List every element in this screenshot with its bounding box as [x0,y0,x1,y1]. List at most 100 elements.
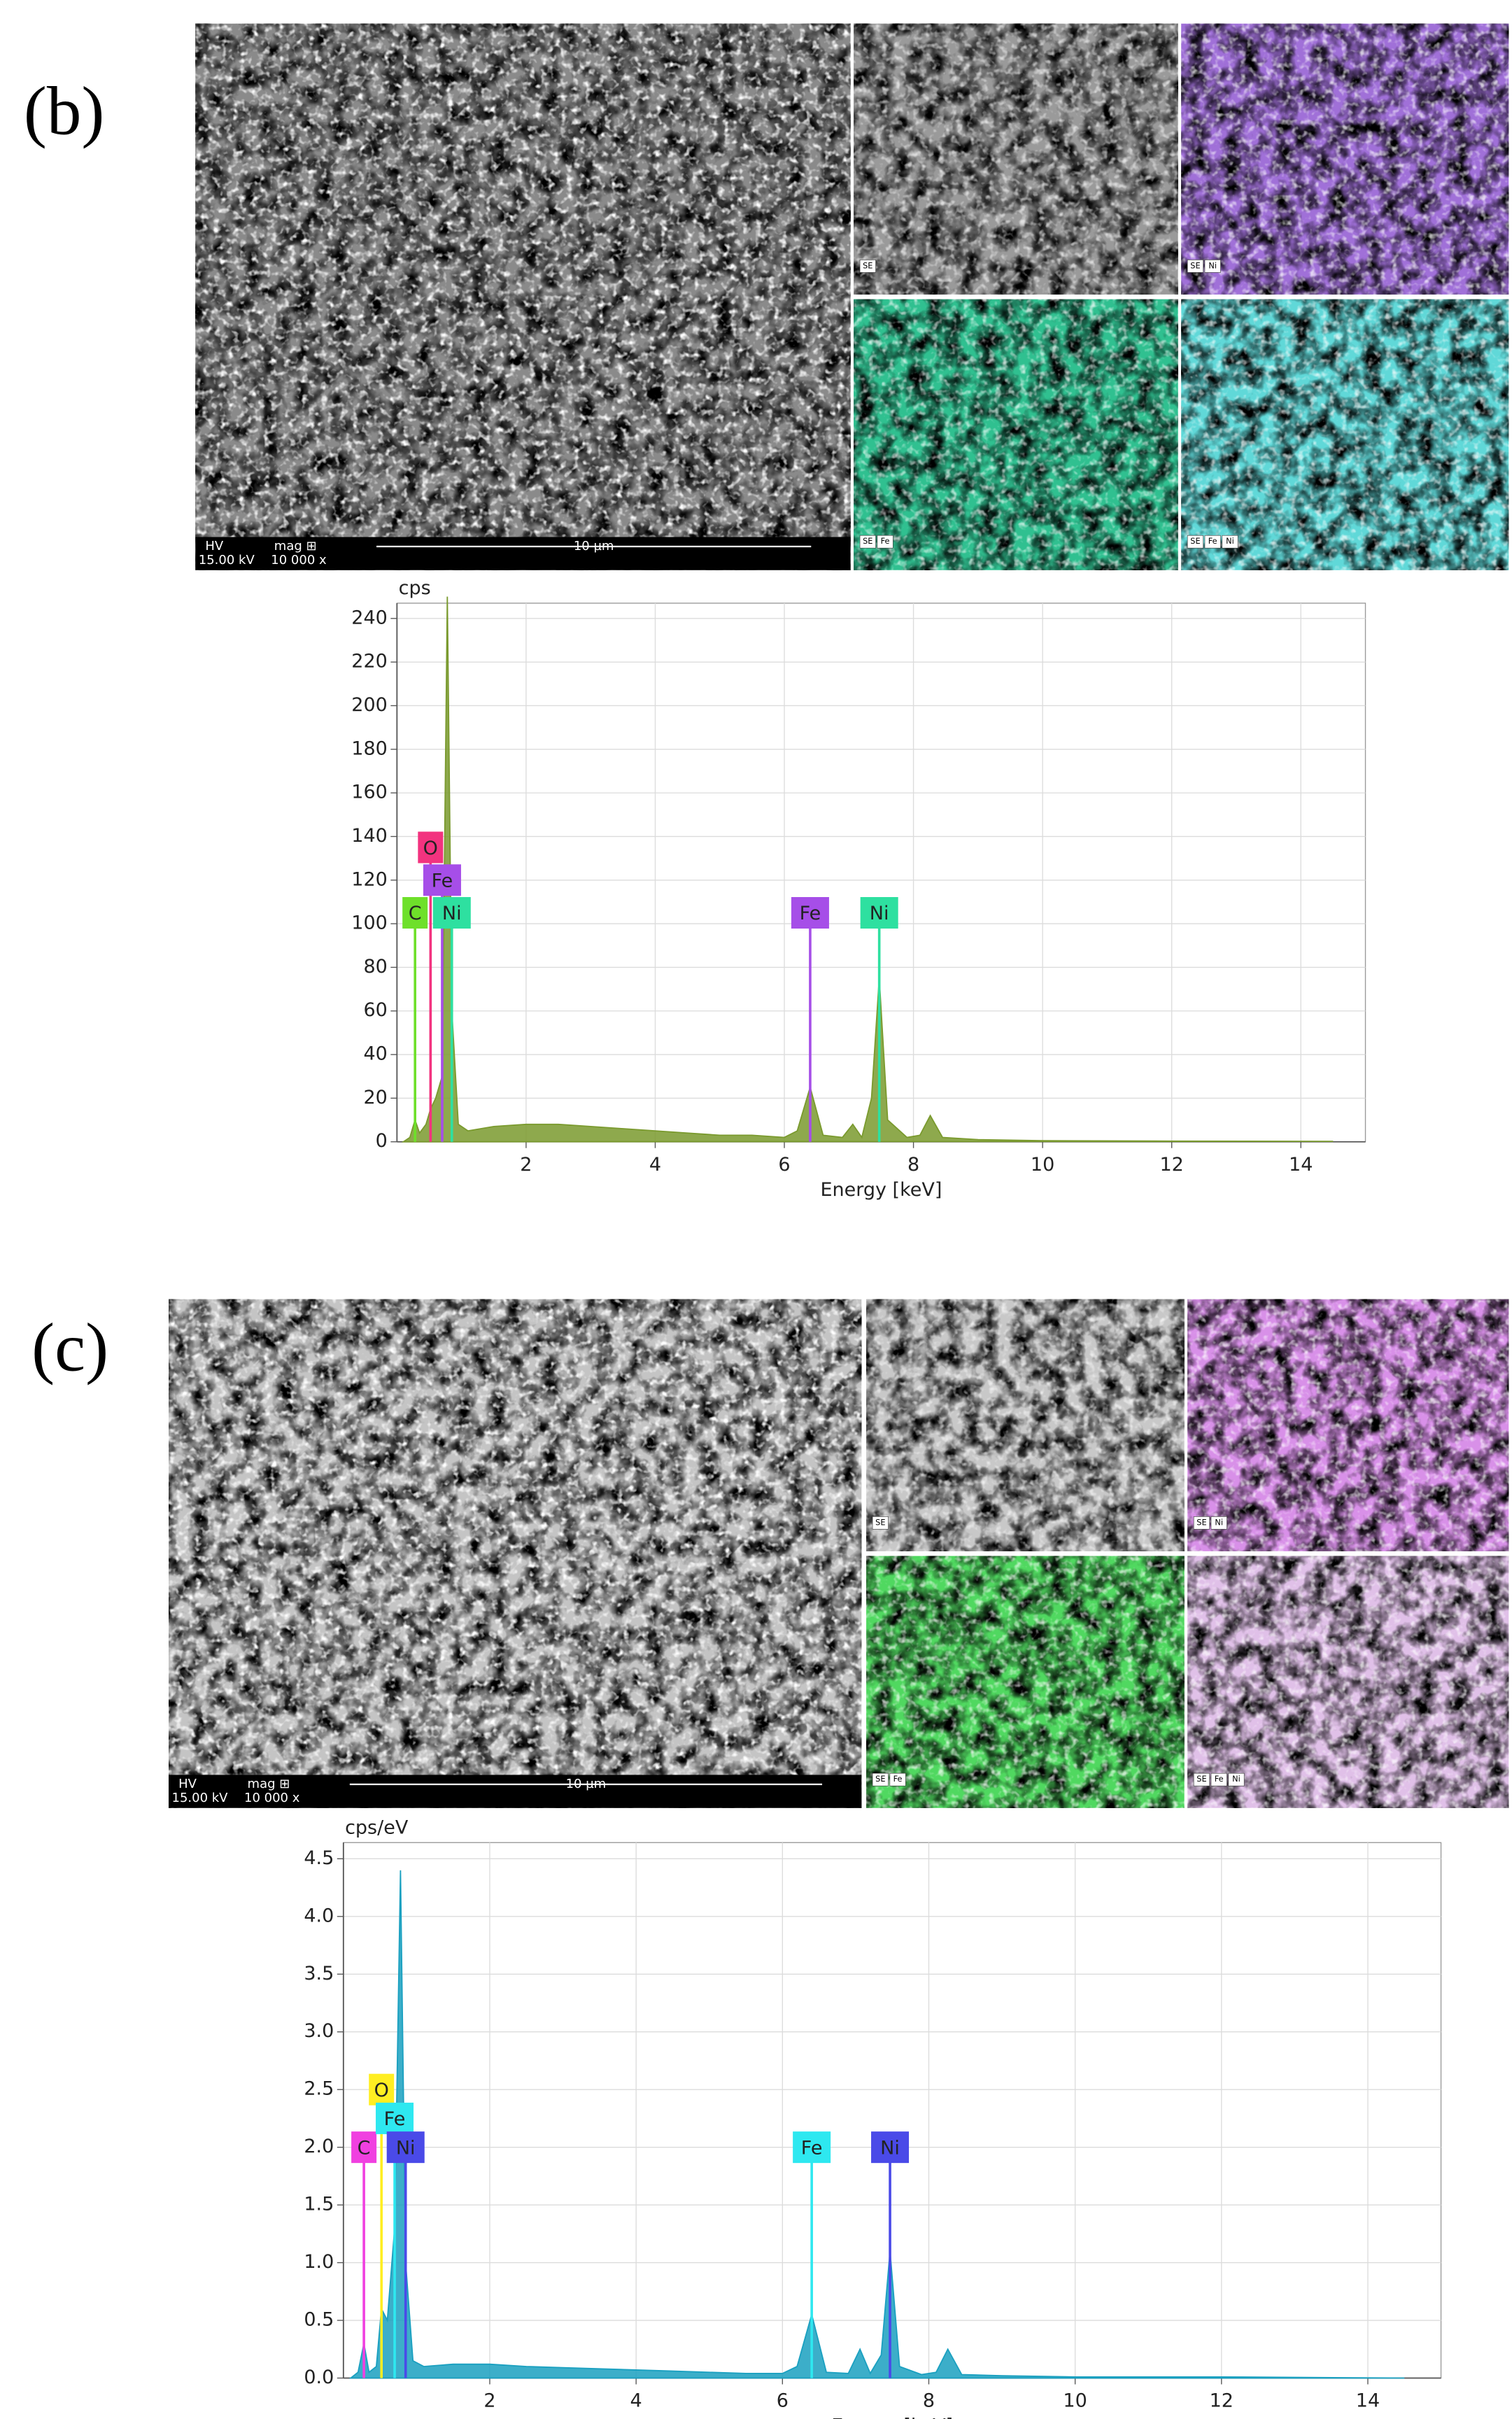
map-highlight [1187,1299,1509,1551]
y-axis-label: cps/eV [345,1817,409,1839]
peak-label: Fe [432,870,453,892]
peak-label: Ni [880,2137,900,2159]
y-tick-label: 4.5 [304,1847,334,1869]
y-tick-label: 40 [363,1043,387,1065]
map-tag: Ni [1215,1518,1223,1527]
map-tag-box [889,1772,906,1786]
y-tick-label: 3.5 [304,1963,334,1984]
info-bar [169,1775,862,1808]
map-tag: Ni [1232,1775,1241,1784]
y-tick-label: 180 [351,738,388,759]
y-tick-label: 140 [351,825,388,847]
x-tick-label: 14 [1289,1154,1313,1176]
y-tick-label: 120 [351,868,388,890]
peak-label-box [871,2131,910,2164]
hv-label: HV [205,539,224,553]
x-axis-label: Energy [keV] [820,1179,942,1201]
y-tick-label: 0.5 [304,2309,334,2331]
peak-label-box [402,897,428,929]
info-bar [195,537,851,570]
peak-label-box [432,897,471,929]
map-tag-box [1193,1772,1210,1786]
peak-label-box [793,2131,831,2164]
y-tick-label: 80 [363,956,387,978]
spectrum [401,596,1334,1143]
peak-label-box [369,2073,395,2106]
x-tick-label: 14 [1356,2390,1380,2412]
map-tag: Ni [1226,537,1234,546]
peak-label: C [358,2137,371,2159]
map-highlight [1187,1556,1509,1808]
map-tag: Fe [881,537,890,546]
map-tag-box [1193,1516,1210,1530]
y-tick-label: 0 [376,1130,388,1152]
x-axis-label: Energy [keV] [831,2416,953,2419]
map-highlight [1181,23,1509,295]
x-tick-label: 12 [1159,1154,1183,1176]
mag-value: 10 000 x [271,553,327,567]
map-tag: SE [863,261,872,270]
peak-label-box [860,897,898,929]
panel-label: (b) [24,73,104,150]
map-tag: Fe [893,1775,903,1784]
peak-label: Fe [800,903,821,924]
map-tag-box [1222,535,1238,549]
map-tag-box [1210,1772,1227,1786]
peak-label: Ni [396,2137,416,2159]
x-tick-label: 8 [907,1154,919,1176]
peak-label-box [423,864,461,896]
map-tag: Fe [1215,1775,1224,1784]
y-tick-label: 60 [363,999,387,1021]
peak-label-box [376,2102,414,2134]
peak-label-box [418,831,444,863]
x-tick-label: 4 [630,2390,642,2412]
y-tick-label: 20 [363,1087,387,1108]
map-tag-box [872,1772,889,1786]
y-tick-label: 1.0 [304,2251,334,2273]
peak-label-box [351,2131,377,2164]
mag-label: mag ⊞ [248,1777,290,1791]
x-tick-label: 8 [923,2390,935,2412]
sem-highlight [169,1299,862,1808]
y-tick-label: 200 [351,694,388,716]
map-tag-box [1204,260,1221,273]
y-tick-label: 240 [351,607,388,628]
map-highlight [866,1299,1185,1551]
map-tag-box [872,1516,889,1530]
map-tag: SE [1196,1518,1206,1527]
x-tick-label: 10 [1063,2390,1087,2412]
map-tag-box [1187,260,1204,273]
y-tick-label: 0.0 [304,2367,334,2388]
spectrum [348,1870,1405,2379]
x-tick-label: 2 [483,2390,495,2412]
y-tick-label: 160 [351,782,388,803]
y-tick-label: 220 [351,651,388,672]
scale-label: 10 µm [566,1777,607,1791]
peak-label: Fe [384,2108,406,2130]
map-tag-box [1228,1772,1245,1786]
map-highlight [854,299,1178,570]
y-axis-label: cps [399,577,431,599]
y-tick-label: 100 [351,912,388,934]
peak-label-box [791,897,829,929]
x-tick-label: 6 [778,1154,790,1176]
map-highlight [866,1556,1185,1808]
map-tag: Ni [1208,261,1217,270]
map-tag-box [1187,535,1204,549]
hv-value: 15.00 kV [199,553,255,567]
sem-highlight [195,23,851,570]
mag-label: mag ⊞ [274,539,317,553]
peak-label: Ni [442,903,462,924]
scale-label: 10 µm [574,539,614,553]
map-highlight [1181,299,1509,570]
map-tag: SE [875,1775,885,1784]
y-tick-label: 3.0 [304,2020,334,2042]
panel-label: (c) [31,1309,108,1385]
map-tag: SE [875,1518,885,1527]
map-tag-box [1210,1516,1227,1530]
y-tick-label: 1.5 [304,2194,334,2215]
x-tick-label: 6 [777,2390,789,2412]
map-tag-box [1204,535,1221,549]
mag-value: 10 000 x [244,1791,300,1805]
